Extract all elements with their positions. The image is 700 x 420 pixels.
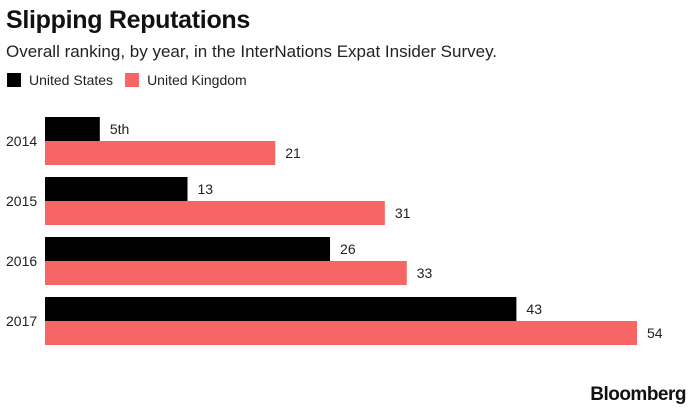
- legend-label-uk: United Kingdom: [147, 72, 247, 88]
- bar-us: [45, 237, 331, 261]
- data-label: 21: [285, 145, 301, 161]
- data-label: 5th: [110, 121, 129, 137]
- bar-uk: [45, 201, 385, 225]
- data-label: 26: [340, 241, 356, 257]
- legend-swatch-uk: [125, 73, 140, 87]
- legend: United States United Kingdom: [7, 72, 259, 88]
- chart-title: Slipping Reputations: [6, 6, 250, 34]
- category-label: 2015: [6, 193, 37, 209]
- data-label: 13: [198, 181, 214, 197]
- bar-us: [45, 297, 517, 321]
- bloomberg-logo: Bloomberg: [590, 384, 686, 405]
- data-label: 43: [526, 301, 542, 317]
- bar-uk: [45, 321, 637, 345]
- category-label: 2016: [6, 253, 37, 269]
- bar-uk: [45, 141, 276, 165]
- data-label: 54: [647, 325, 663, 341]
- data-label: 31: [395, 205, 411, 221]
- bar-uk: [45, 261, 407, 285]
- bar-us: [45, 177, 188, 201]
- legend-label-us: United States: [29, 72, 114, 88]
- bar-us: [45, 117, 100, 141]
- legend-swatch-us: [7, 73, 21, 87]
- category-label: 2017: [6, 313, 37, 329]
- category-label: 2014: [6, 133, 37, 149]
- chart-subtitle: Overall ranking, by year, in the InterNa…: [6, 42, 498, 61]
- data-label: 33: [417, 265, 433, 281]
